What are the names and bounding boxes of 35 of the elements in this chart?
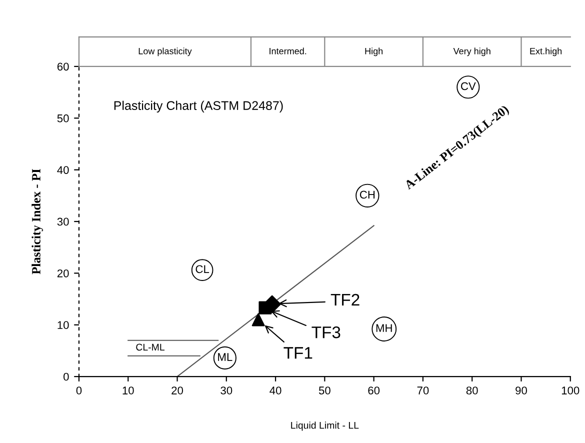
y-tick-label: 0 — [64, 372, 69, 381]
x-tick-label: 20 — [172, 386, 183, 394]
annotation: CL-ML — [136, 344, 164, 351]
x-tick-label: 10 — [122, 386, 134, 394]
y-tick-label: 30 — [57, 218, 69, 226]
y-tick-label: 20 — [57, 269, 69, 278]
annotation: MH — [376, 324, 392, 332]
x-tick-label: 50 — [318, 386, 330, 394]
x-tick-label: 70 — [417, 386, 429, 394]
annotation: CL — [196, 265, 210, 274]
y-tick-label: 10 — [58, 321, 69, 329]
y-tick-label: 40 — [57, 166, 69, 174]
text: Plasticity Chart (ASTM D2487) — [114, 100, 283, 112]
x-tick-label: 40 — [270, 386, 282, 394]
x-tick-label: 30 — [220, 386, 232, 394]
y-axis-title: Plasticity Index - PI — [32, 168, 44, 274]
text: Low plasticity — [138, 48, 192, 56]
x-tick-label: 90 — [516, 386, 527, 394]
annotation: TF3 — [312, 326, 340, 338]
x-tick-label: 60 — [368, 386, 380, 394]
x-tick-label: 80 — [466, 386, 478, 394]
annotation: TF2 — [330, 294, 360, 306]
x-axis-title: Liquid Limit - LL — [291, 422, 359, 431]
text: Ext.high — [530, 48, 562, 56]
text: Very high — [453, 48, 490, 56]
annotation: ML — [218, 353, 232, 361]
y-tick-label: 50 — [57, 114, 69, 122]
annotation: TF1 — [284, 347, 312, 359]
x-tick-label: 100 — [562, 386, 580, 394]
y-tick-label: 60 — [57, 62, 69, 71]
text: Intermed. — [270, 48, 306, 54]
annotation: CV — [461, 82, 476, 90]
x-tick-label: 0 — [76, 386, 82, 394]
text: High — [365, 48, 383, 56]
annotation: CH — [360, 190, 375, 199]
